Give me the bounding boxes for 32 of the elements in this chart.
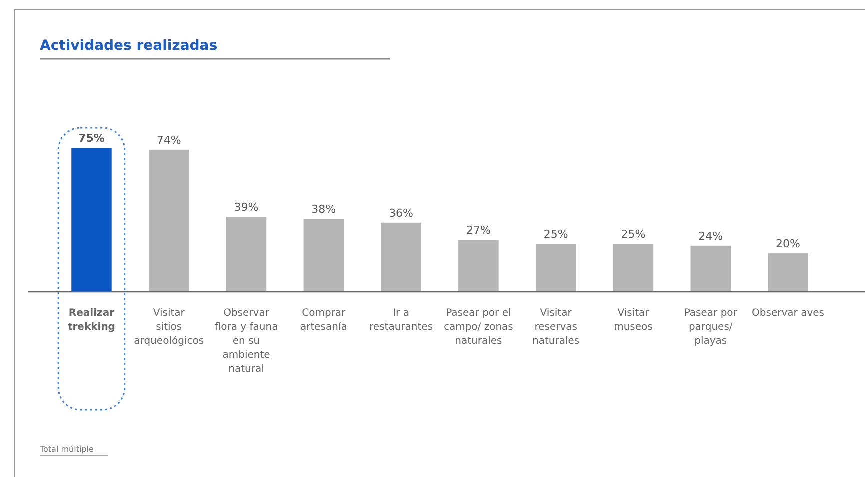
bar <box>690 246 731 292</box>
chart-title: Actividades realizadas <box>40 38 218 54</box>
bar <box>304 219 344 292</box>
data-label: 20% <box>776 238 800 251</box>
bar <box>226 217 267 292</box>
text: Total múltiple <box>39 445 94 454</box>
data-label: 38% <box>312 203 336 216</box>
bar <box>613 244 654 292</box>
data-label: 75% <box>78 132 105 145</box>
x-tick-label: Comprar artesanía <box>300 308 348 333</box>
x-tick-label: Visitar sitios arqueológicos <box>134 308 204 347</box>
bar <box>149 150 190 292</box>
x-tick-label: Visitar reservas naturales <box>532 308 580 347</box>
x-tick-label: Observar aves <box>752 308 824 319</box>
bar <box>458 240 499 292</box>
bar <box>536 244 576 292</box>
bar <box>381 222 422 292</box>
data-label: 25% <box>544 228 568 241</box>
data-label: 24% <box>698 230 724 243</box>
x-tick-label: Realizar trekking <box>68 308 116 333</box>
data-label: 25% <box>621 228 646 241</box>
x-tick-label: Ir a restaurantes <box>370 308 434 333</box>
bar <box>72 148 112 292</box>
data-label: 36% <box>389 206 414 220</box>
bar <box>768 254 808 292</box>
data-label: 27% <box>466 224 491 238</box>
x-tick-label: Pasear por el campo/ zonas naturales <box>444 308 514 347</box>
data-label: 39% <box>234 201 259 214</box>
x-tick-label: Pasear por parques/ playas <box>684 308 738 347</box>
x-tick-label: Observar flora y fauna en su ambiente natural <box>214 308 278 375</box>
x-tick-label: Visitar museos <box>614 308 653 333</box>
data-label: 74% <box>156 134 182 147</box>
